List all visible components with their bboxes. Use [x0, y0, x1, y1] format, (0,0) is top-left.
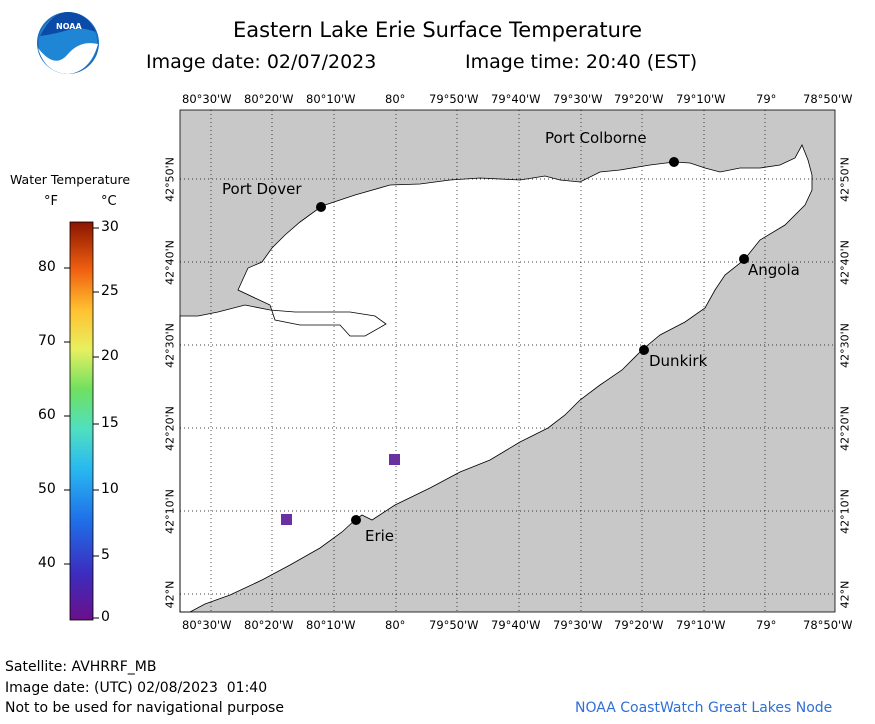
lon-label: 80° [385, 618, 406, 632]
color-bar [69, 221, 94, 621]
legend-c-tick: 0 [101, 609, 110, 625]
footer-disclaimer: Not to be used for navigational purpose [5, 700, 284, 716]
lon-label: 80°10'W [306, 92, 356, 106]
lon-label: 79°50'W [429, 92, 479, 106]
lat-label: 42°50'N [838, 157, 852, 202]
lat-label: 42°20'N [163, 406, 177, 451]
lon-label: 79°10'W [676, 618, 726, 632]
lon-label: 80°30'W [182, 618, 232, 632]
lon-label: 79°40'W [491, 92, 541, 106]
lat-label: 42°30'N [838, 323, 852, 368]
legend-title: Water Temperature [10, 172, 131, 187]
lat-label: 42°30'N [163, 323, 177, 368]
legend-f-tick: 60 [38, 407, 56, 423]
lon-label: 78°50'W [803, 92, 853, 106]
city-label-angola: Angola [748, 261, 800, 279]
lon-label: 79° [756, 618, 777, 632]
port-colborne-dot [669, 157, 679, 167]
legend-c-tick: 5 [101, 547, 110, 563]
footer-utc-date: Image date: (UTC) 02/08/2023 01:40 [5, 680, 268, 696]
legend-c-tick: 25 [101, 283, 119, 299]
legend-f-tick: 80 [38, 259, 56, 275]
dunkirk-dot [639, 345, 649, 355]
city-label-erie: Erie [365, 527, 395, 545]
lon-label: 79°30'W [553, 92, 603, 106]
legend-f-tick: 40 [38, 555, 56, 571]
map-title: Eastern Lake Erie Surface Temperature [232, 18, 643, 42]
lon-label: 79°20'W [614, 92, 664, 106]
erie-dot [351, 515, 361, 525]
lon-label: 78°50'W [803, 618, 853, 632]
image-date: Image date: 02/07/2023 [146, 51, 377, 73]
angola-dot [739, 254, 749, 264]
lat-label: 42°10'N [163, 489, 177, 534]
legend-c-tick: 20 [101, 348, 119, 364]
legend-c-tick: 10 [101, 481, 119, 497]
lat-label: 42°40'N [838, 240, 852, 285]
lon-label: 80°20'W [244, 92, 294, 106]
lon-label: 79°20'W [614, 618, 664, 632]
city-label-port-colborne: Port Colborne [545, 129, 647, 147]
legend-f-tick: 70 [38, 333, 56, 349]
temp-marker [281, 514, 292, 525]
city-label-dunkirk: Dunkirk [649, 352, 708, 370]
lat-label: 42°N [163, 580, 177, 609]
lon-label: 79°50'W [429, 618, 479, 632]
temp-marker [389, 454, 400, 465]
lon-label: 80° [385, 92, 406, 106]
footer-satellite: Satellite: AVHRRF_MB [5, 659, 157, 675]
legend-f-tick: 50 [38, 481, 56, 497]
image-time: Image time: 20:40 (EST) [465, 51, 698, 73]
lon-label: 79°40'W [491, 618, 541, 632]
lon-label: 80°20'W [244, 618, 294, 632]
legend-c-tick: 30 [101, 219, 119, 235]
logo-text: NOAA [56, 22, 82, 31]
city-label-port-dover: Port Dover [222, 180, 302, 198]
legend-unit-f: °F [44, 194, 58, 209]
lon-label: 79° [756, 92, 777, 106]
port-dover-dot [316, 202, 326, 212]
lat-label: 42°50'N [163, 157, 177, 202]
lat-label: 42°10'N [838, 489, 852, 534]
lat-label: 42°40'N [163, 240, 177, 285]
lon-label: 79°10'W [676, 92, 726, 106]
lat-label: 42°20'N [838, 406, 852, 451]
legend-c-tick: 15 [101, 415, 119, 431]
lon-label: 79°30'W [553, 618, 603, 632]
lat-label: 42°N [838, 580, 852, 609]
lon-label: 80°30'W [182, 92, 232, 106]
footer-credit: NOAA CoastWatch Great Lakes Node [575, 700, 833, 716]
color-bar-ticks [64, 227, 99, 619]
legend-unit-c: °C [101, 194, 117, 209]
lake-water [179, 144, 813, 613]
lon-label: 80°10'W [306, 618, 356, 632]
